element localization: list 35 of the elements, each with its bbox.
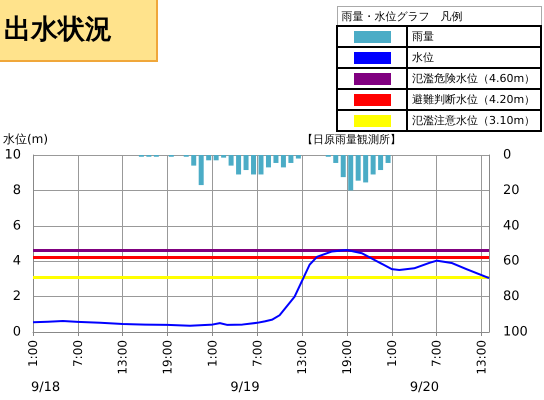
y2-tick-label: 80 (503, 289, 520, 304)
y-tick-label: 2 (12, 289, 21, 304)
y2-tick-label: 0 (503, 148, 512, 162)
y2-tick-label: 20 (503, 182, 520, 198)
text: 9/20 (410, 380, 440, 395)
x-tick-label: 13:00 (295, 340, 310, 375)
x-tick-label: 7:00 (250, 340, 264, 367)
y2-tick-label: 40 (503, 218, 520, 234)
x-tick-label: 7:00 (430, 340, 444, 367)
x-tick-label: 13:00 (474, 340, 489, 375)
x-tick-label: 13:00 (116, 340, 130, 375)
legend-label: 氾濫危険水位（4.60m） (407, 68, 541, 89)
legend-label: 雨量 (407, 26, 541, 47)
legend-label: 避難判断水位（4.20m） (407, 89, 541, 110)
x-tick-label: 1:00 (205, 340, 220, 367)
chart-title: 出水状況 (0, 0, 158, 62)
y2-tick-label: 100 (503, 324, 528, 340)
text: 【日原雨量観測所】 (302, 132, 401, 147)
y-axis-title: 水位(m) (3, 132, 48, 146)
legend-label: 氾濫注意水位（3.10m） (407, 110, 541, 131)
y2-tick-label: 60 (503, 254, 520, 269)
x-tick-label: 19:00 (160, 340, 175, 375)
y-tick-label: 6 (12, 218, 21, 234)
x-tick-label: 1:00 (26, 340, 40, 367)
y-tick-label: 4 (12, 254, 21, 269)
legend-label: 水位 (407, 47, 541, 68)
x-tick-label: 19:00 (340, 340, 354, 375)
y-tick-label: 8 (12, 182, 21, 198)
x-tick-label: 7:00 (70, 340, 85, 367)
legend-title: 雨量・水位グラフ 凡例 (337, 6, 541, 26)
text: 9/19 (230, 380, 260, 395)
x-tick-label: 1:00 (384, 340, 399, 367)
y-tick-label: 10 (4, 148, 21, 162)
text: 9/18 (31, 380, 60, 395)
y-tick-label: 0 (12, 324, 21, 340)
